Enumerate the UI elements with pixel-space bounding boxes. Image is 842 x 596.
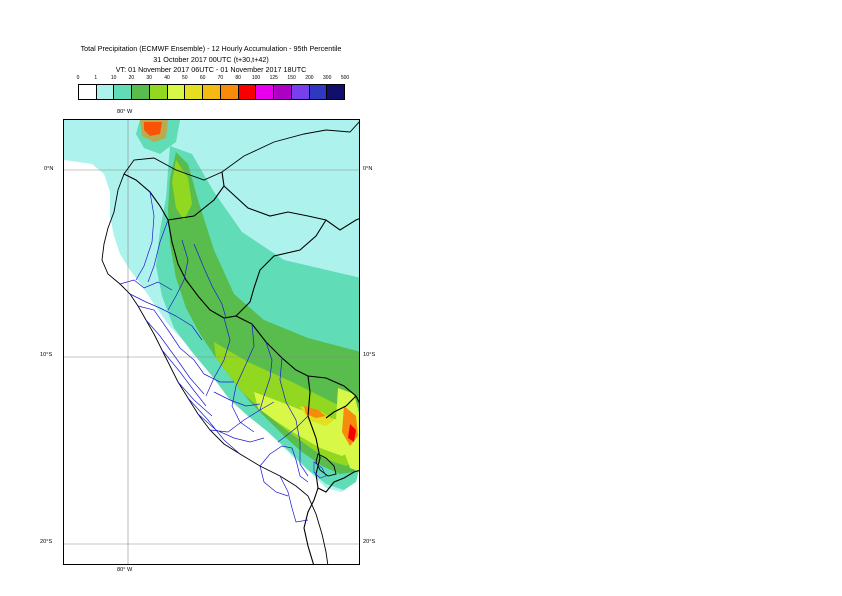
scale-swatch xyxy=(167,85,186,99)
lake-outline xyxy=(313,461,327,479)
lat-label-10-right: 10°S xyxy=(363,352,376,358)
scale-swatch xyxy=(291,85,310,99)
lat-label-20-right: 20°S xyxy=(363,539,376,545)
chart-title: Total Precipitation (ECMWF Ensemble) - 1… xyxy=(80,44,342,53)
precip-area-east-max xyxy=(348,424,356,442)
scale-label: 1 xyxy=(94,75,98,81)
precip-area-north-30mm xyxy=(172,160,192,220)
scale-swatch xyxy=(96,85,115,99)
chart-subtitle-validity: VT: 01 November 2017 06UTC - 01 November… xyxy=(115,65,307,74)
precip-area-70mm xyxy=(304,406,326,418)
scale-swatch xyxy=(327,85,345,99)
scale-swatch xyxy=(238,85,257,99)
scale-label: 125 xyxy=(269,75,278,81)
scale-label: 100 xyxy=(251,75,261,81)
scale-label: 150 xyxy=(287,75,296,81)
color-scale-labels: 0 1 10 20 30 40 50 60 70 80 100 125 150 … xyxy=(0,75,842,84)
scale-swatch xyxy=(309,85,328,99)
map-canvas xyxy=(64,120,359,564)
precip-area-40mm xyxy=(254,392,358,456)
scale-label: 10 xyxy=(110,75,117,81)
lon-label-bottom: 80° W xyxy=(117,567,133,573)
scale-swatch xyxy=(220,85,239,99)
scale-label: 20 xyxy=(128,75,135,81)
scale-label: 500 xyxy=(340,75,350,81)
scale-label: 30 xyxy=(146,75,152,81)
lat-label-0-left: 0°N xyxy=(44,166,54,172)
lat-label-10-left: 10°S xyxy=(40,352,53,358)
lon-label-top: 80° W xyxy=(117,109,133,115)
scale-label: 40 xyxy=(164,75,170,81)
lat-label-20-left: 20°S xyxy=(40,539,53,545)
precip-area-north-70mm xyxy=(140,120,168,142)
scale-swatch xyxy=(132,85,150,99)
scale-swatch xyxy=(114,85,133,99)
scale-label: 50 xyxy=(182,75,188,81)
scale-swatch xyxy=(256,85,275,99)
map-gridlines xyxy=(64,120,359,564)
scale-swatch xyxy=(185,85,204,99)
chart-subtitle-run: 31 October 2017 00UTC (t+30,t+42) xyxy=(153,55,269,64)
scale-label: 300 xyxy=(323,75,332,81)
scale-label: 60 xyxy=(199,75,206,81)
precipitation-map xyxy=(63,119,360,565)
scale-label: 80 xyxy=(235,75,241,81)
scale-swatch xyxy=(79,85,97,99)
lake-titicaca xyxy=(315,453,337,477)
scale-label: 200 xyxy=(305,75,314,81)
scale-swatch xyxy=(203,85,221,99)
scale-label: 0 xyxy=(76,75,80,81)
lat-label-0-right: 0°N xyxy=(363,166,373,172)
color-scale-bar xyxy=(78,84,345,100)
scale-label: 70 xyxy=(217,75,224,81)
scale-swatch xyxy=(274,85,292,99)
regional-borders xyxy=(119,191,309,523)
scale-swatch xyxy=(149,85,168,99)
